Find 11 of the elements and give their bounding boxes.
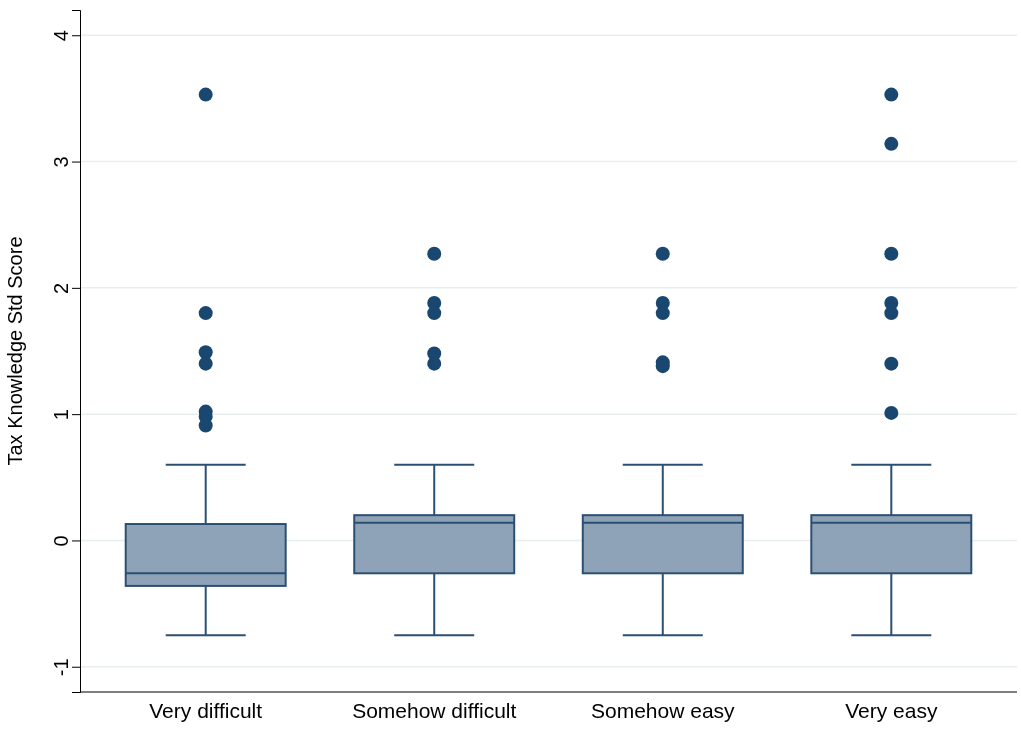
x-tick-label: Somehow difficult	[352, 699, 517, 723]
x-tick-label: Very easy	[845, 699, 938, 723]
x-tick-label: Very difficult	[149, 699, 263, 723]
y-tick-label: 2	[50, 282, 73, 294]
y-tick-label: 0	[50, 535, 73, 547]
y-tick-label: 1	[50, 409, 73, 421]
x-tick-label: Somehow easy	[590, 699, 736, 723]
y-tick-label: -1	[50, 658, 73, 677]
y-axis-title: Tax Knowledge Std Score	[4, 236, 26, 466]
y-tick-label: 4	[50, 30, 73, 42]
y-tick-label: 3	[50, 156, 73, 168]
